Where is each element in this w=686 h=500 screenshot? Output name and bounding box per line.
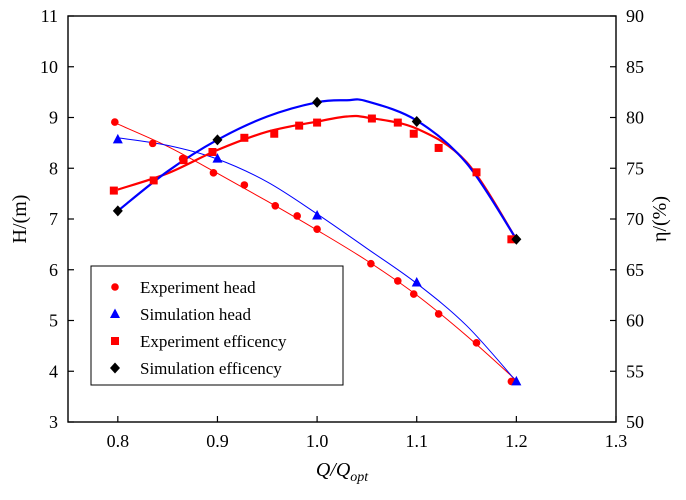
data-point-triangle bbox=[411, 276, 422, 287]
x-tick-label: 1.2 bbox=[505, 431, 528, 451]
data-point-square bbox=[240, 133, 249, 142]
legend-marker-square bbox=[111, 337, 119, 345]
data-point-circle bbox=[367, 259, 375, 268]
right-y-axis-ticks: 50 55 60 65 70 75 80 85 90 bbox=[610, 6, 644, 432]
fit-curve-2 bbox=[117, 114, 518, 240]
data-point-square bbox=[109, 186, 118, 195]
left-y-axis-ticks: 3 4 5 6 7 8 9 10 11 bbox=[40, 6, 74, 432]
data-point-square bbox=[270, 129, 279, 138]
right-y-tick-label: 70 bbox=[626, 209, 644, 229]
data-point-square bbox=[472, 168, 481, 177]
right-y-tick-label: 60 bbox=[626, 311, 644, 331]
data-point-diamond bbox=[511, 233, 522, 245]
left-y-axis-label: H/(m) bbox=[9, 195, 31, 244]
data-point-square bbox=[208, 148, 217, 157]
right-y-tick-label: 50 bbox=[626, 412, 644, 432]
right-y-tick-label: 80 bbox=[626, 108, 644, 128]
left-y-tick-label: 11 bbox=[41, 6, 58, 26]
data-points bbox=[109, 96, 522, 386]
data-point-square bbox=[393, 118, 402, 127]
data-point-square bbox=[367, 114, 376, 123]
legend-label: Experiment efficency bbox=[140, 332, 287, 351]
data-point-circle bbox=[434, 310, 443, 318]
legend: Experiment head Simulation head Experiment… bbox=[90, 265, 344, 386]
left-y-tick-label: 7 bbox=[49, 209, 58, 229]
right-y-tick-label: 75 bbox=[626, 158, 644, 178]
data-point-triangle bbox=[112, 133, 123, 144]
right-y-tick-label: 90 bbox=[626, 6, 644, 26]
data-point-square bbox=[434, 143, 443, 152]
x-tick-label: 1.1 bbox=[405, 431, 428, 451]
legend-label: Simulation head bbox=[140, 305, 251, 324]
data-point-square bbox=[409, 129, 418, 138]
data-point-circle bbox=[313, 225, 321, 233]
x-axis-ticks: 0.8 0.9 1.0 1.1 1.2 1.3 bbox=[107, 416, 628, 451]
data-point-square bbox=[295, 121, 304, 130]
right-y-axis-label: η/(%) bbox=[649, 196, 671, 242]
left-y-tick-label: 9 bbox=[49, 108, 58, 128]
data-point-circle bbox=[472, 339, 481, 347]
right-y-tick-label: 85 bbox=[626, 57, 644, 77]
data-point-square bbox=[149, 176, 158, 185]
data-point-diamond bbox=[312, 96, 323, 108]
data-point-circle bbox=[240, 181, 249, 189]
left-y-tick-label: 5 bbox=[49, 311, 58, 331]
data-point-circle bbox=[271, 202, 280, 210]
data-point-square bbox=[313, 118, 322, 127]
data-point-square bbox=[179, 156, 188, 165]
left-y-tick-label: 8 bbox=[49, 158, 58, 178]
right-y-tick-label: 55 bbox=[626, 361, 644, 381]
x-tick-label: 1.0 bbox=[306, 431, 329, 451]
x-tick-label: 0.9 bbox=[206, 431, 229, 451]
x-tick-label: 0.8 bbox=[107, 431, 130, 451]
left-y-tick-label: 4 bbox=[49, 361, 58, 381]
data-point-diamond bbox=[411, 116, 422, 128]
left-y-tick-label: 6 bbox=[49, 260, 58, 280]
right-y-tick-label: 65 bbox=[626, 260, 644, 280]
data-point-circle bbox=[409, 290, 418, 298]
legend-label: Simulation efficency bbox=[140, 359, 282, 378]
legend-label: Experiment head bbox=[140, 278, 256, 297]
legend-box bbox=[90, 265, 344, 386]
x-tick-label: 1.3 bbox=[605, 431, 628, 451]
data-point-circle bbox=[148, 139, 157, 148]
left-y-tick-label: 10 bbox=[40, 57, 58, 77]
legend-marker-diamond bbox=[110, 362, 120, 374]
data-point-triangle bbox=[312, 209, 323, 220]
data-point-circle bbox=[293, 212, 301, 220]
legend-marker-triangle bbox=[110, 308, 120, 318]
legend-marker-circle bbox=[111, 283, 119, 291]
left-y-tick-label: 3 bbox=[49, 412, 58, 432]
data-point-circle bbox=[393, 277, 402, 285]
data-point-circle bbox=[111, 118, 119, 126]
data-point-diamond bbox=[212, 134, 223, 146]
data-point-diamond bbox=[112, 205, 123, 217]
data-point-triangle bbox=[511, 375, 522, 386]
x-axis-label: Q/Qopt bbox=[316, 459, 369, 485]
data-point-triangle bbox=[212, 153, 223, 163]
fit-curve-3 bbox=[117, 98, 518, 240]
data-point-circle bbox=[209, 169, 218, 177]
